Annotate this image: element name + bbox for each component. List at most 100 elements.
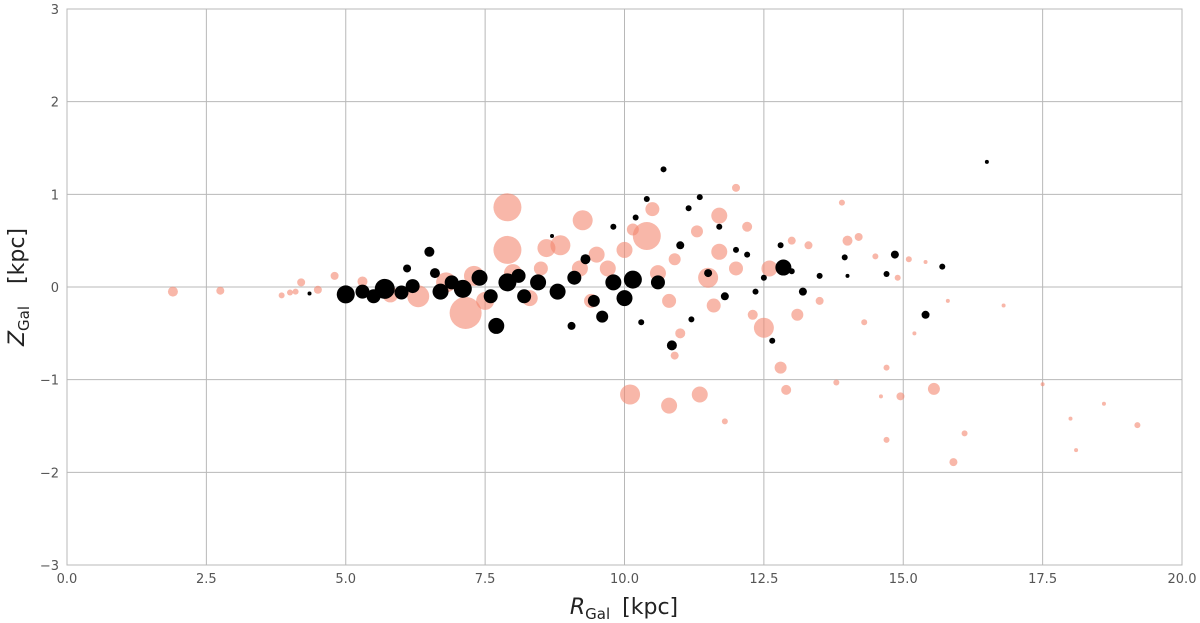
series-0-point-8 — [357, 276, 368, 287]
series-0-point-43 — [747, 309, 758, 320]
x-tick-label-5: 12.5 — [749, 572, 778, 587]
series-0-point-30 — [645, 202, 660, 217]
series-1-point-21 — [549, 283, 566, 300]
series-0-point-39 — [711, 207, 728, 224]
series-1-point-31 — [632, 214, 639, 221]
series-0-point-68 — [961, 430, 968, 437]
series-0-point-47 — [781, 384, 792, 395]
series-1-point-50 — [775, 259, 792, 276]
series-1-point-2 — [355, 284, 370, 299]
series-0-point-46 — [774, 361, 787, 374]
series-1-point-4 — [374, 278, 395, 299]
series-0-point-25 — [588, 246, 605, 263]
series-0-point-49 — [791, 308, 804, 321]
series-0-point-34 — [675, 328, 686, 339]
series-0-point-65 — [923, 259, 928, 264]
series-1-point-38 — [685, 205, 692, 212]
series-1-point-26 — [596, 310, 609, 323]
series-0-point-44 — [753, 317, 774, 338]
series-1-point-41 — [704, 269, 713, 278]
series-1-point-48 — [769, 337, 776, 344]
series-0-point-66 — [927, 382, 940, 395]
series-1-point-59 — [939, 263, 946, 270]
series-0-point-78 — [691, 386, 708, 403]
series-0-point-72 — [1068, 416, 1073, 421]
series-0-point-35 — [690, 225, 703, 238]
series-0-point-60 — [883, 436, 890, 443]
series-0-point-2 — [278, 292, 285, 299]
series-1-point-14 — [483, 289, 498, 304]
y-tick-labels: −3 −2 −1 0 1 2 3 — [40, 3, 59, 574]
series-1-point-19 — [530, 274, 547, 291]
series-0-point-56 — [861, 319, 868, 326]
series-0-point-37 — [706, 298, 721, 313]
series-1-point-10 — [432, 283, 449, 300]
series-0-point-29 — [632, 222, 661, 251]
series-1-point-8 — [424, 246, 435, 257]
series-1-point-24 — [580, 254, 591, 265]
y-tick-label-2: −1 — [40, 374, 59, 389]
series-1-point-55 — [845, 273, 850, 278]
series-0-point-21 — [550, 235, 571, 256]
series-1-point-1 — [336, 285, 355, 304]
series-0-point-80 — [721, 418, 728, 425]
y-tick-label-3: 0 — [51, 281, 59, 296]
series-1-point-34 — [650, 275, 665, 290]
series-0-point-1 — [216, 286, 225, 295]
series-0-point-62 — [896, 392, 905, 401]
series-1-point-15 — [488, 317, 505, 334]
series-1-point-58 — [921, 310, 930, 319]
series-0-point-19 — [533, 261, 548, 276]
series-0-point-0 — [167, 286, 178, 297]
series-1-point-32 — [638, 319, 645, 326]
series-1-points — [307, 159, 989, 351]
x-tick-label-2: 5.0 — [335, 572, 356, 587]
series-1-point-33 — [643, 195, 650, 202]
series-1-point-40 — [696, 194, 703, 201]
series-1-point-30 — [623, 270, 642, 289]
series-1-point-52 — [798, 287, 807, 296]
x-tick-label-6: 15.0 — [889, 572, 918, 587]
series-0-point-64 — [912, 331, 917, 336]
series-0-point-33 — [668, 253, 681, 266]
series-1-point-57 — [890, 250, 899, 259]
series-0-point-70 — [1001, 303, 1006, 308]
series-1-point-28 — [610, 223, 617, 230]
series-0-point-40 — [732, 183, 740, 192]
y-axis-subscript: Gal — [15, 306, 33, 331]
series-0-point-69 — [945, 298, 950, 303]
x-tick-label-8: 20.0 — [1168, 572, 1197, 587]
series-1-point-20 — [550, 234, 555, 239]
series-0-point-63 — [905, 256, 912, 263]
series-0-point-57 — [872, 253, 879, 260]
series-0-point-36 — [698, 267, 719, 288]
series-0-point-50 — [804, 241, 813, 250]
series-0-points — [167, 183, 1141, 467]
series-0-point-71 — [1040, 382, 1045, 387]
series-0-point-38 — [711, 243, 728, 260]
series-1-point-7 — [405, 279, 420, 294]
series-1-point-12 — [453, 279, 472, 298]
y-tick-label-1: −2 — [40, 466, 59, 481]
series-1-point-5 — [394, 285, 409, 300]
series-1-point-45 — [744, 251, 751, 258]
series-0-point-15 — [493, 193, 522, 222]
series-0-point-74 — [1101, 401, 1106, 406]
y-axis-label: ZGal [kpc] — [5, 228, 33, 347]
series-0-point-58 — [878, 394, 883, 399]
y-tick-label-0: −3 — [40, 559, 59, 574]
series-1-point-22 — [567, 321, 576, 330]
x-axis-unit: [kpc] — [622, 595, 678, 620]
series-1-point-23 — [567, 270, 582, 285]
series-0-point-5 — [297, 278, 306, 287]
series-1-point-51 — [788, 268, 795, 275]
series-1-point-35 — [660, 166, 667, 173]
x-tick-label-4: 10.0 — [610, 572, 639, 587]
plot-frame — [66, 8, 1183, 566]
x-tick-label-7: 17.5 — [1028, 572, 1057, 587]
y-tick-label-6: 3 — [51, 3, 59, 18]
series-0-point-16 — [493, 235, 522, 264]
series-1-point-53 — [816, 272, 823, 279]
x-axis-label: RGal [kpc] — [570, 595, 678, 623]
